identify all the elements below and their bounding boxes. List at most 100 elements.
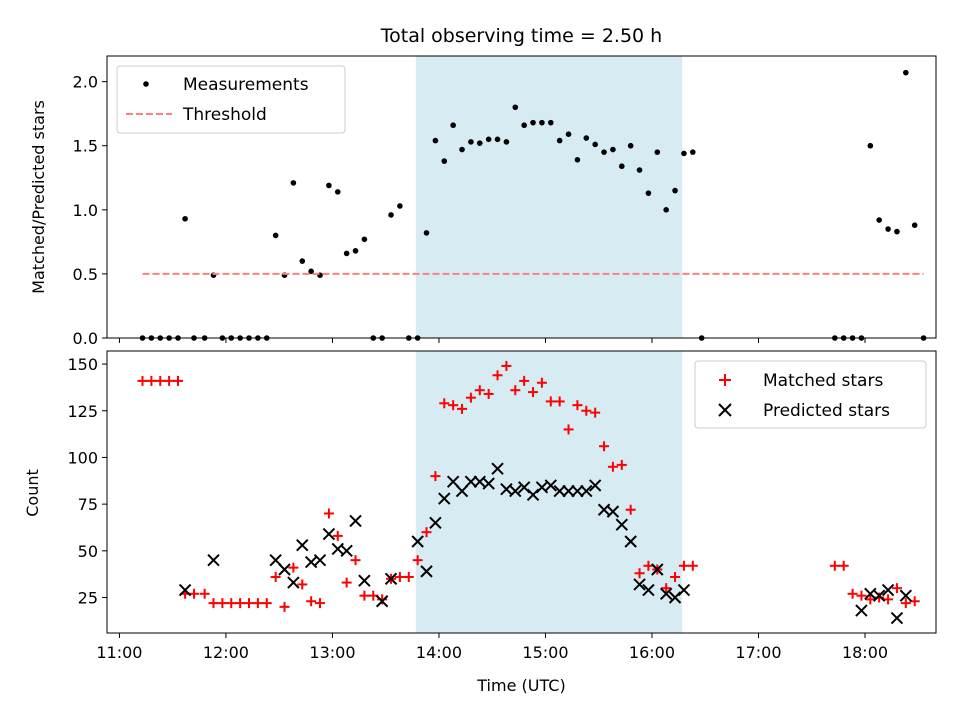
measurement-point [654, 149, 661, 155]
matched-point [510, 385, 521, 396]
measurement-point [583, 135, 590, 141]
measurement-point [911, 222, 918, 228]
predicted-point [881, 583, 895, 597]
predicted-point [659, 587, 673, 600]
matched-point [661, 583, 672, 594]
matched-point [137, 375, 148, 386]
predicted-point [580, 484, 593, 498]
measurement-point [636, 167, 643, 173]
count-y-tick-label: 50 [78, 542, 98, 561]
matched-point [847, 588, 858, 599]
predicted-point [375, 595, 389, 608]
measurement-point [397, 203, 403, 209]
matched-point [670, 571, 681, 582]
measurement-point [601, 149, 607, 155]
measurement-point [521, 122, 527, 129]
predicted-point [438, 492, 451, 505]
matched-point [856, 590, 867, 601]
count-y-tick-label: 25 [78, 589, 98, 608]
count-shaded-span [415, 351, 683, 633]
count-panel-frame [106, 350, 937, 634]
x-tick-label: 18:00 [842, 643, 888, 662]
matched-point [332, 530, 343, 541]
measurement-point [352, 248, 359, 254]
matched-point [483, 388, 494, 399]
measurement-point [485, 136, 492, 143]
ratio-y-tick-label: 1.0 [73, 201, 98, 220]
count-y-axis-label: Count [23, 469, 42, 517]
x-tick-label: 13:00 [309, 643, 355, 662]
measurement-point [903, 69, 909, 76]
predicted-point [491, 462, 504, 475]
predicted-point [588, 479, 602, 492]
measurement-point [326, 182, 332, 189]
matched-point [572, 400, 583, 411]
measurement-point [618, 163, 625, 170]
count-y-tick-label: 75 [78, 495, 98, 514]
matched-point [678, 560, 689, 571]
predicted-point [384, 572, 398, 586]
measurement-point [308, 268, 314, 275]
matched-point [536, 377, 547, 388]
matched-point [448, 400, 459, 411]
predicted-point [615, 518, 629, 531]
matched-point [306, 596, 317, 607]
matched-point [643, 560, 654, 571]
matched-point [188, 588, 199, 599]
chart-title: Total observing time = 2.50 h [380, 25, 662, 47]
matched-point [421, 527, 432, 538]
matched-point [377, 594, 388, 605]
matched-point [581, 405, 592, 416]
measurement-point [876, 217, 882, 223]
matched-point [492, 370, 503, 381]
matched-point [545, 396, 556, 407]
measurement-point [592, 141, 598, 148]
predicted-point [411, 535, 424, 548]
matched-point [501, 360, 512, 371]
measurement-point [894, 228, 900, 235]
matched-point [883, 594, 894, 605]
measurement-point [361, 236, 368, 243]
matched-point [323, 508, 334, 519]
predicted-point [358, 574, 371, 587]
predicted-point [429, 516, 442, 530]
predicted-point [420, 565, 433, 578]
legend-matched-marker [719, 374, 731, 386]
predicted-point [606, 505, 620, 518]
matched-point [368, 590, 379, 601]
legend-predicted-marker [718, 403, 732, 417]
matched-point [270, 571, 281, 582]
legend-threshold-label: Threshold [182, 105, 267, 125]
measurement-point [450, 122, 456, 129]
matched-point [599, 441, 610, 452]
measurement-point [645, 190, 652, 196]
predicted-point [553, 484, 566, 498]
matched-point [394, 571, 405, 582]
count-legend: Matched stars Predicted stars [694, 360, 927, 429]
matched-point [554, 396, 565, 407]
predicted-point [287, 576, 300, 589]
count-y-tick-label: 150 [67, 355, 98, 374]
predicted-point [544, 479, 557, 492]
matched-point [403, 571, 414, 582]
matched-point [155, 375, 166, 386]
predicted-point [464, 475, 478, 488]
measurement-point [343, 250, 350, 257]
matched-point [590, 407, 601, 418]
measurement-point [441, 158, 448, 164]
matched-point [687, 560, 698, 571]
measurement-point [272, 232, 279, 239]
measurement-point [512, 104, 519, 111]
ratio-y-tick-label: 2.0 [73, 73, 98, 92]
predicted-point [642, 583, 655, 597]
measurement-point [565, 131, 572, 137]
legend-measurements-marker [143, 81, 149, 87]
measurement-point [663, 207, 669, 213]
ratio-panel: 0.00.51.01.52.0 Matched/Predicted stars … [29, 55, 937, 348]
measurement-point [423, 230, 430, 236]
ratio-legend-box [116, 65, 346, 134]
measurement-point [885, 226, 891, 232]
ratio-y-axis-label: Matched/Predicted stars [29, 100, 48, 294]
legend-predicted-label: Predicted stars [763, 401, 890, 421]
